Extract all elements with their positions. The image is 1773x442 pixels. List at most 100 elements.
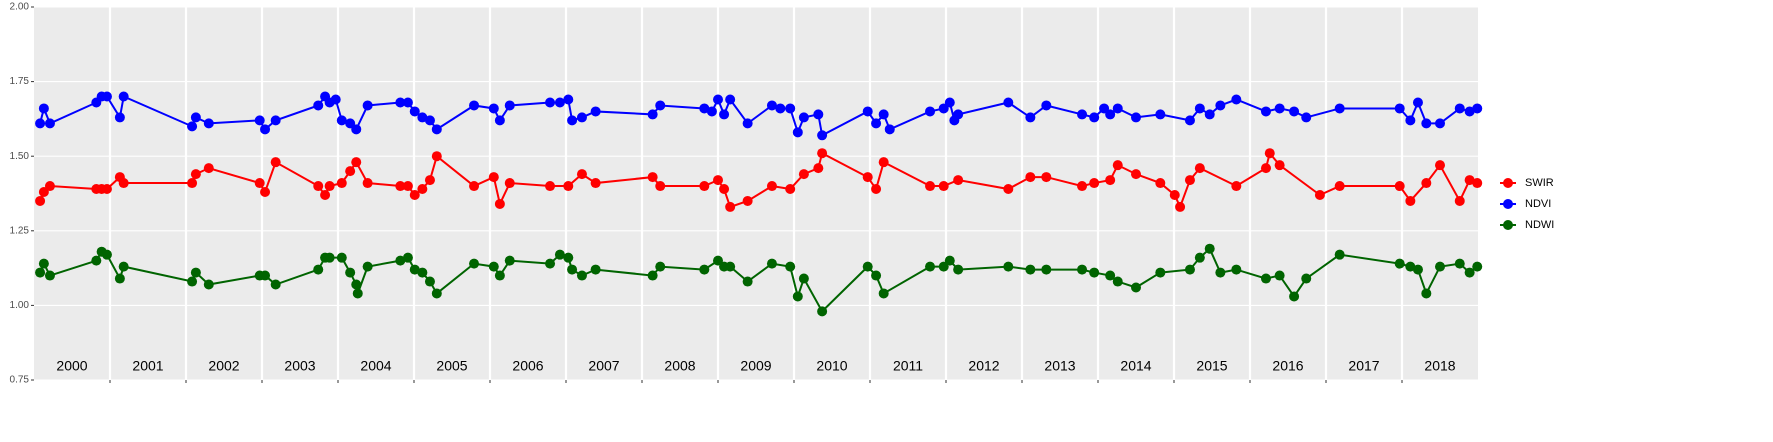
data-point xyxy=(862,261,873,272)
data-point xyxy=(1175,201,1186,212)
data-point xyxy=(187,178,198,189)
data-point xyxy=(395,97,406,108)
data-point xyxy=(590,264,601,275)
data-point xyxy=(1231,264,1242,275)
data-point xyxy=(1274,270,1285,281)
data-point xyxy=(504,178,515,189)
data-point xyxy=(402,181,413,192)
data-point xyxy=(469,258,480,269)
data-point xyxy=(44,118,55,129)
data-point xyxy=(1334,103,1345,114)
data-point xyxy=(766,100,777,111)
data-point xyxy=(1314,189,1325,200)
data-point xyxy=(545,97,556,108)
data-point xyxy=(417,184,428,195)
data-point xyxy=(1405,195,1416,206)
legend-label: SWIR xyxy=(1525,177,1554,189)
data-point xyxy=(1112,103,1123,114)
data-point xyxy=(813,109,824,120)
data-point xyxy=(91,255,102,266)
data-point xyxy=(647,109,658,120)
data-point xyxy=(1089,178,1100,189)
data-point xyxy=(431,288,442,299)
data-point xyxy=(871,118,882,129)
data-point xyxy=(1405,261,1416,272)
data-point xyxy=(424,175,435,186)
year-label: 2016 xyxy=(1272,358,1303,374)
data-point xyxy=(1412,97,1423,108)
data-point xyxy=(1394,103,1405,114)
data-point xyxy=(351,124,362,135)
data-point xyxy=(417,112,428,123)
data-point xyxy=(118,91,129,102)
data-point xyxy=(402,252,413,263)
data-point xyxy=(38,103,49,114)
data-point xyxy=(1041,100,1052,111)
data-point xyxy=(1394,181,1405,192)
data-point xyxy=(260,270,271,281)
data-point xyxy=(725,201,736,212)
data-point xyxy=(1435,118,1445,129)
data-point xyxy=(35,118,46,129)
data-point xyxy=(1089,112,1100,123)
data-point xyxy=(647,172,658,183)
data-point xyxy=(320,189,331,200)
data-point xyxy=(1194,163,1205,174)
data-point xyxy=(1334,181,1345,192)
data-point xyxy=(409,106,420,117)
data-point xyxy=(362,100,373,111)
data-point xyxy=(719,184,730,195)
data-point xyxy=(190,267,201,278)
year-label: 2007 xyxy=(588,358,619,374)
data-point xyxy=(655,261,666,272)
data-point xyxy=(817,306,828,317)
data-point xyxy=(1194,103,1205,114)
data-point xyxy=(878,288,889,299)
year-label: 2018 xyxy=(1424,358,1455,374)
data-point xyxy=(785,184,796,195)
data-point xyxy=(1289,291,1300,302)
legend-swatch xyxy=(1503,220,1513,230)
data-point xyxy=(785,103,796,114)
data-point xyxy=(395,255,406,266)
data-point xyxy=(187,121,198,132)
data-point xyxy=(545,258,556,269)
data-point xyxy=(330,94,341,105)
data-point xyxy=(1204,109,1215,120)
year-label: 2004 xyxy=(360,358,391,374)
y-tick-label: 0.75 xyxy=(10,375,30,386)
year-label: 2012 xyxy=(968,358,999,374)
data-point xyxy=(567,264,578,275)
legend-label: NDWI xyxy=(1525,219,1554,231)
data-point xyxy=(504,100,515,111)
data-point xyxy=(576,169,587,180)
data-point xyxy=(817,130,828,141)
data-point xyxy=(766,181,777,192)
data-point xyxy=(563,252,574,263)
data-point xyxy=(719,109,730,120)
data-point xyxy=(1169,189,1180,200)
data-point xyxy=(424,115,435,126)
year-label: 2011 xyxy=(893,358,923,374)
data-point xyxy=(1435,261,1445,272)
data-point xyxy=(270,279,281,290)
data-point xyxy=(953,264,964,275)
data-point xyxy=(1394,258,1405,269)
y-tick-label: 2.00 xyxy=(10,2,30,13)
data-point xyxy=(417,267,428,278)
data-point xyxy=(1464,106,1475,117)
data-point xyxy=(118,261,129,272)
data-point xyxy=(1435,160,1445,171)
data-point xyxy=(203,118,214,129)
data-point xyxy=(655,100,666,111)
data-point xyxy=(469,181,480,192)
data-point xyxy=(871,270,882,281)
data-point xyxy=(1301,112,1312,123)
data-point xyxy=(1421,178,1432,189)
data-point xyxy=(101,184,112,195)
data-point xyxy=(35,195,46,206)
data-point xyxy=(336,178,347,189)
data-point xyxy=(713,175,723,186)
data-point xyxy=(1105,175,1116,186)
